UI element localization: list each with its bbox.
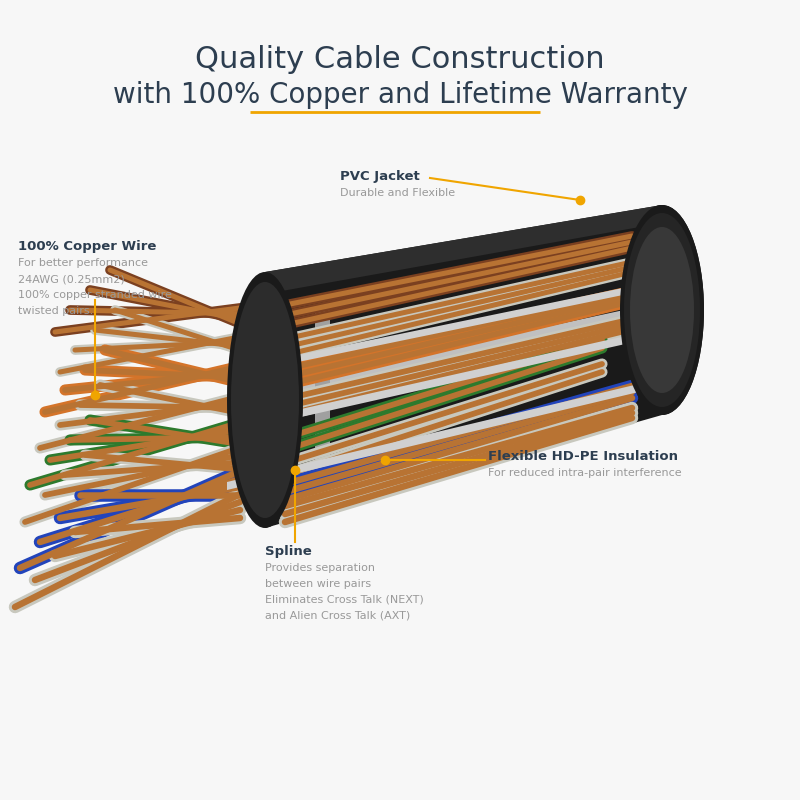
Text: 100% copper stranded wire: 100% copper stranded wire bbox=[18, 290, 172, 300]
Text: with 100% Copper and Lifetime Warranty: with 100% Copper and Lifetime Warranty bbox=[113, 81, 687, 109]
Text: For better performance: For better performance bbox=[18, 258, 148, 268]
Text: PVC Jacket: PVC Jacket bbox=[340, 170, 420, 183]
Ellipse shape bbox=[630, 227, 694, 393]
Ellipse shape bbox=[620, 205, 704, 415]
Text: Quality Cable Construction: Quality Cable Construction bbox=[195, 46, 605, 74]
Text: Durable and Flexible: Durable and Flexible bbox=[340, 188, 455, 198]
Text: between wire pairs: between wire pairs bbox=[265, 579, 371, 589]
Text: 100% Copper Wire: 100% Copper Wire bbox=[18, 240, 156, 253]
Text: Flexible HD-PE Insulation: Flexible HD-PE Insulation bbox=[488, 450, 678, 463]
Text: Provides separation: Provides separation bbox=[265, 563, 375, 573]
Ellipse shape bbox=[227, 272, 303, 528]
Polygon shape bbox=[265, 205, 662, 528]
Polygon shape bbox=[245, 305, 647, 408]
Ellipse shape bbox=[620, 205, 704, 415]
Text: 24AWG (0.25mm2): 24AWG (0.25mm2) bbox=[18, 274, 125, 284]
Polygon shape bbox=[230, 330, 652, 433]
Ellipse shape bbox=[632, 233, 692, 387]
Polygon shape bbox=[315, 305, 330, 490]
Polygon shape bbox=[227, 382, 647, 490]
Text: For reduced intra-pair interference: For reduced intra-pair interference bbox=[488, 468, 682, 478]
Text: Spline: Spline bbox=[265, 545, 312, 558]
Polygon shape bbox=[265, 205, 662, 294]
Polygon shape bbox=[235, 282, 652, 375]
Ellipse shape bbox=[624, 213, 700, 407]
Text: Eliminates Cross Talk (NEXT): Eliminates Cross Talk (NEXT) bbox=[265, 595, 424, 605]
Ellipse shape bbox=[231, 282, 299, 518]
Text: and Alien Cross Talk (AXT): and Alien Cross Talk (AXT) bbox=[265, 611, 410, 621]
Ellipse shape bbox=[624, 213, 700, 407]
Text: twisted pairs.: twisted pairs. bbox=[18, 306, 94, 316]
